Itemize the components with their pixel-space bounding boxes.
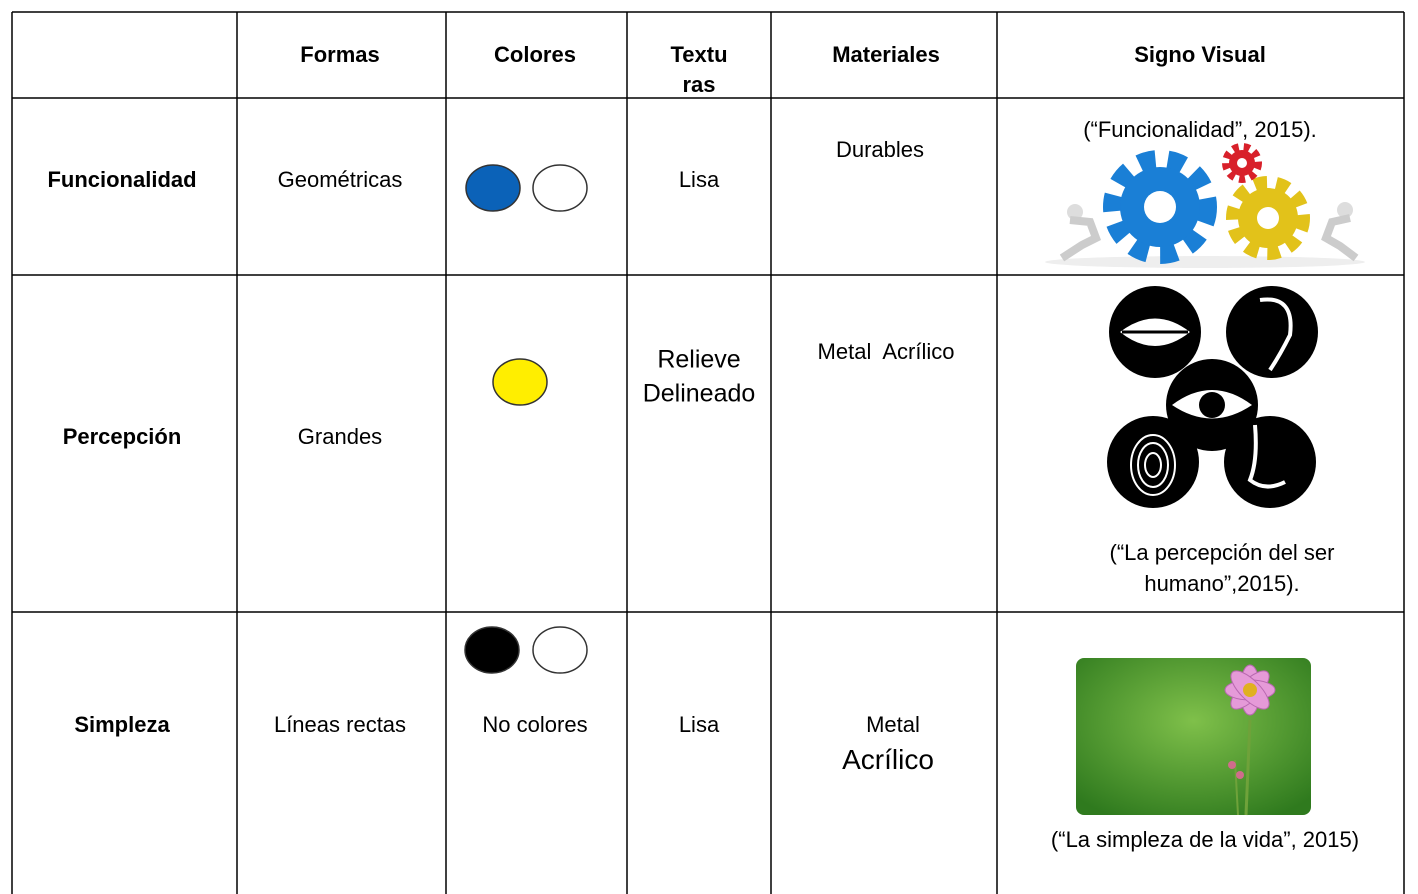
- cell: Grandes: [297, 424, 383, 449]
- caption: (“Funcionalidad”, 2015).: [1083, 117, 1317, 142]
- cell: Relieve: [657, 345, 741, 374]
- table-borders: [11, 11, 1405, 894]
- cell: Lisa: [678, 167, 720, 192]
- cell: Líneas rectas: [273, 712, 407, 737]
- senses-image: [1107, 286, 1318, 508]
- cell: Geométricas: [277, 167, 403, 192]
- cell: Metal: [866, 712, 920, 737]
- header-cell: ras: [682, 72, 716, 97]
- cell: Metal Acrílico: [817, 339, 955, 364]
- cell: Delineado: [642, 379, 756, 408]
- cell: No colores: [482, 712, 588, 737]
- caption: humano”,2015).: [1144, 571, 1300, 596]
- gears-image: [1045, 143, 1365, 268]
- cell: Lisa: [678, 712, 720, 737]
- row-label: Percepción: [62, 424, 182, 449]
- row-label: Funcionalidad: [47, 167, 197, 192]
- header-cell: Materiales: [832, 42, 940, 67]
- header-cell: Colores: [494, 42, 576, 67]
- row-label: Simpleza: [74, 712, 170, 737]
- header-cell: Signo Visual: [1134, 42, 1266, 67]
- cell: Acrílico: [842, 744, 934, 775]
- caption: (“La simpleza de la vida”, 2015): [1050, 827, 1360, 852]
- header-cell: Textu: [670, 42, 728, 67]
- cell: Durables: [835, 137, 925, 162]
- color-swatches: [464, 164, 588, 674]
- caption: (“La percepción del ser: [1109, 540, 1335, 565]
- header-cell: Formas: [300, 42, 380, 67]
- flower-image: [1076, 658, 1311, 816]
